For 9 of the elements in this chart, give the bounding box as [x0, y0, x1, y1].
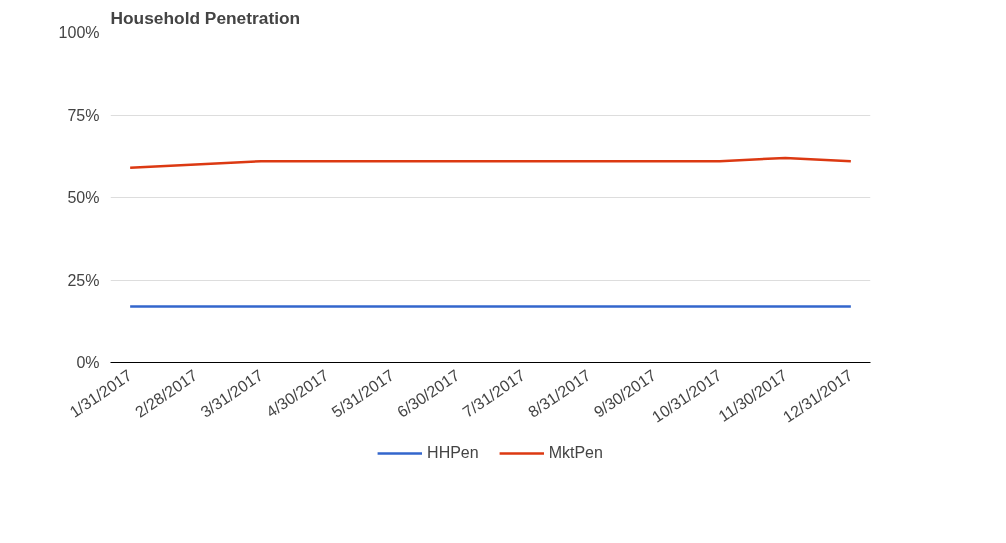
legend-label: MktPen — [548, 444, 603, 462]
y-tick-label: 25% — [67, 271, 100, 289]
chart-title: Household Penetration — [110, 7, 301, 28]
y-tick-label: 75% — [67, 106, 100, 124]
legend-label: HHPen — [427, 444, 479, 462]
y-tick-label: 100% — [58, 24, 100, 41]
line-series — [128, 156, 853, 170]
y-tick-label: 50% — [67, 189, 100, 206]
y-tick-label: 0% — [76, 354, 100, 371]
